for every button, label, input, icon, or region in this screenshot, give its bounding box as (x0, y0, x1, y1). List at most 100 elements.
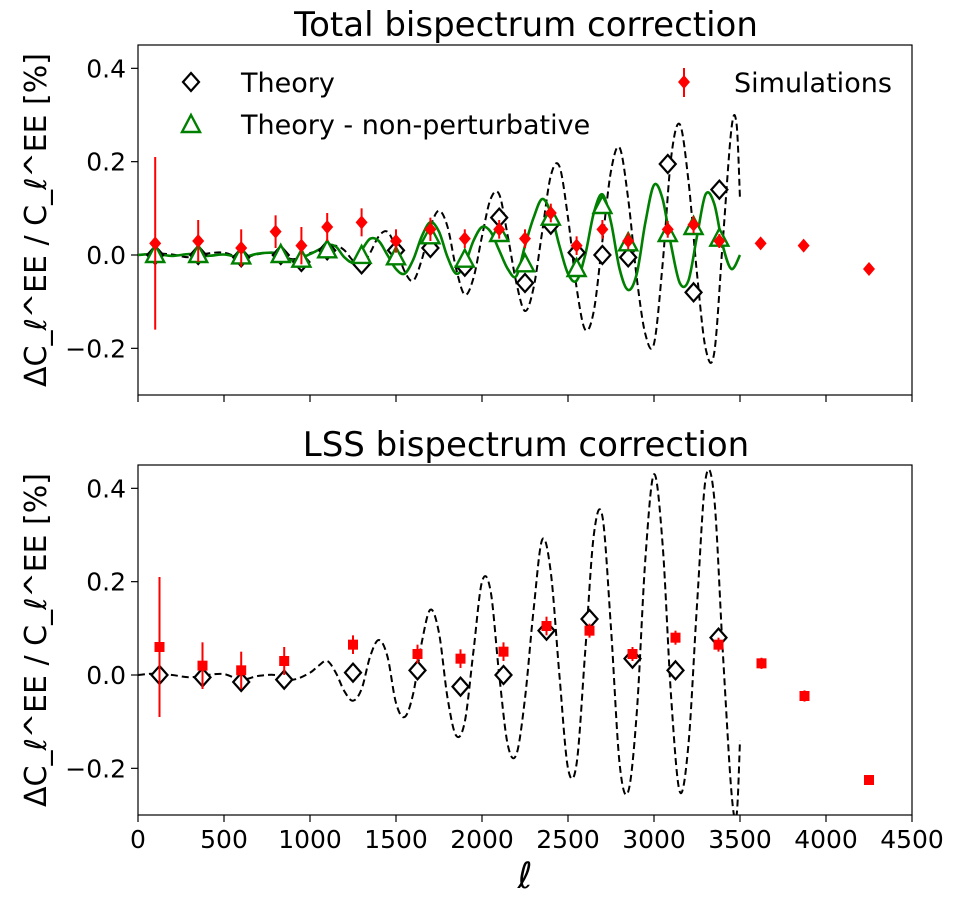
simulation-point (321, 220, 334, 234)
simulation-point (687, 217, 700, 232)
non-perturbative-point (269, 242, 292, 264)
simulation-point (412, 649, 423, 659)
theory-point (494, 664, 513, 686)
x-tick-label: 0 (130, 825, 146, 854)
bottom-plot-area (138, 468, 874, 815)
x-tick-label: 500 (200, 825, 248, 854)
simulation-point (799, 691, 810, 701)
theory-point (666, 659, 685, 681)
x-tick-label: 2000 (450, 825, 514, 854)
legend-label-non-perturbative: Theory - non-perturbative (240, 110, 590, 141)
simulation-point (390, 234, 402, 248)
y-tick-label: 0.4 (86, 54, 126, 83)
simulation-point (348, 639, 358, 650)
legend-triangle-marker (180, 112, 202, 134)
theory-point (451, 676, 470, 698)
bottom-y-axis-label: ΔC_ℓ^EE / C_ℓ^EE [%] (19, 473, 54, 807)
non-perturbative-point (316, 237, 339, 259)
simulation-point (235, 241, 248, 255)
y-tick-label: −0.2 (65, 334, 126, 363)
non-perturbative-point (385, 244, 407, 266)
simulation-point (197, 660, 208, 671)
simulation-point (584, 625, 595, 636)
simulation-point (458, 231, 471, 246)
simulation-point (192, 234, 205, 248)
simulation-point (236, 665, 247, 676)
y-tick-label: 0.0 (86, 661, 126, 690)
simulation-point (424, 222, 437, 237)
theory-point (684, 281, 704, 303)
theory-point (709, 179, 729, 201)
theory-point (408, 659, 427, 681)
simulation-point (455, 653, 466, 664)
legend-entry-non-perturbative: Theory - non-perturbative (180, 110, 590, 141)
simulation-point (279, 656, 290, 666)
top-x-ticks (137, 395, 913, 402)
top-y-axis-label: ΔC_ℓ^EE / C_ℓ^EE [%] (19, 53, 54, 387)
legend-entry-theory: Theory (181, 68, 335, 99)
top-plot-area (138, 114, 875, 364)
simulation-point (519, 231, 531, 246)
simulation-point (498, 646, 509, 657)
simulation-point (754, 236, 767, 251)
simulation-point (493, 222, 506, 237)
legend-label-theory: Theory (240, 68, 335, 99)
series-group (138, 468, 874, 815)
bottom-panel-title: LSS bispectrum correction (303, 425, 749, 465)
y-tick-label: 0.0 (86, 241, 126, 270)
simulation-point (596, 222, 609, 237)
non-perturbative-curve (138, 182, 742, 292)
y-tick-label: 0.2 (86, 568, 126, 597)
top-panel: Total bispectrum correction −0.2 0.0 0.2 0.… (19, 5, 913, 402)
theory-point (515, 272, 535, 294)
simulation-point (713, 639, 724, 650)
y-tick-label: −0.2 (65, 754, 126, 783)
theory-point (592, 244, 612, 266)
simulation-point (863, 262, 875, 276)
bottom-y-ticks: −0.2 0.0 0.2 0.4 (65, 474, 138, 783)
series-group (138, 114, 875, 364)
simulation-point (154, 642, 165, 652)
simulation-point (670, 632, 681, 643)
theory-dashed-curve (138, 468, 741, 815)
bottom-x-axis-label: ℓ (517, 856, 533, 897)
bottom-x-ticks: 0 500 1000 1500 2000 2500 3000 3500 4000 4500 (130, 815, 944, 854)
x-tick-label: 1500 (364, 825, 428, 854)
legend-filled-diamond-marker (678, 75, 690, 89)
simulation-point (864, 775, 874, 785)
bottom-panel-frame (137, 464, 913, 816)
non-perturbative-point (350, 243, 373, 265)
top-y-ticks: −0.2 0.0 0.2 0.4 (65, 54, 138, 363)
x-tick-label: 3000 (622, 825, 686, 854)
top-panel-frame (137, 44, 913, 396)
non-perturbative-point (453, 247, 476, 268)
y-tick-label: 0.4 (86, 474, 126, 503)
simulation-point (756, 658, 767, 669)
simulation-point (797, 238, 810, 253)
top-panel-title: Total bispectrum correction (293, 5, 758, 45)
non-perturbative-point (565, 256, 588, 278)
simulation-point (661, 222, 674, 237)
simulation-point (541, 621, 552, 631)
simulation-point (627, 649, 638, 659)
theory-point (343, 662, 363, 684)
simulation-point (622, 234, 635, 248)
theory-point (618, 246, 638, 268)
y-tick-label: 0.2 (86, 148, 126, 177)
non-perturbative-point (514, 251, 536, 273)
simulation-point (149, 236, 162, 251)
simulation-point (713, 234, 726, 248)
legend-label-simulations: Simulations (734, 68, 892, 99)
bottom-panel: LSS bispectrum correction −0.20.00.20.4 … (19, 425, 944, 897)
simulation-point (355, 215, 368, 230)
simulation-point (295, 238, 308, 253)
simulation-point (570, 238, 583, 253)
x-tick-label: 4000 (794, 825, 858, 854)
top-legend: Theory Theory - non-perturbative Simulat… (180, 68, 892, 141)
non-perturbative-point (591, 193, 614, 215)
x-tick-label: 2500 (536, 825, 600, 854)
legend-entry-simulations: Simulations (678, 68, 892, 99)
simulation-point (269, 224, 282, 239)
